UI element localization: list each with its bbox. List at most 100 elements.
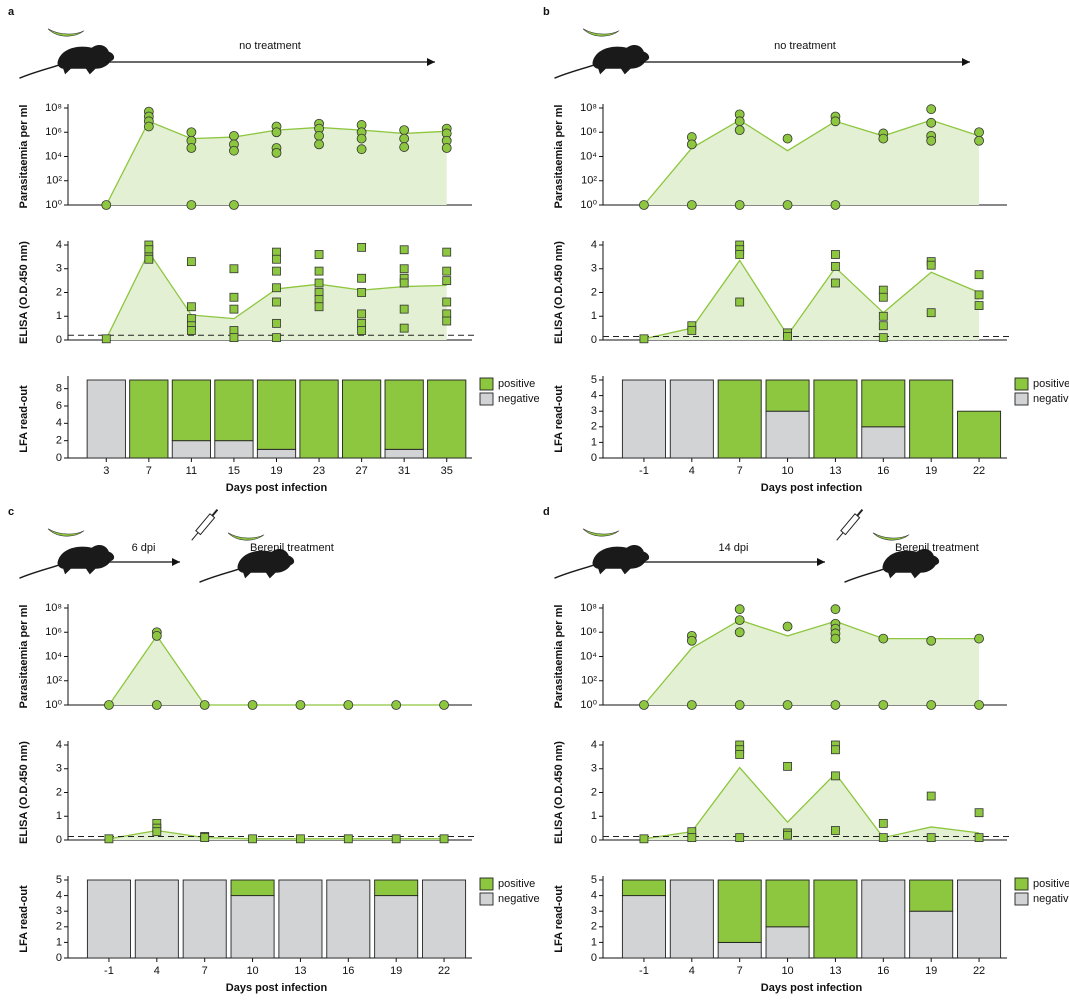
mean-area [643,767,980,840]
mouse-icon [844,532,940,583]
y-tick-label: 10² [581,675,597,687]
bar-segment [813,379,858,459]
y-tick-label: 0 [56,334,62,346]
y-tick-label: 10⁰ [45,699,62,711]
data-point [639,334,649,344]
y-axis-label: Parasitaemia per ml [553,105,565,209]
data-point [686,700,697,710]
y-axis-label: LFA read-out [18,385,30,453]
x-tick-label: 7 [202,965,208,977]
y-tick-label: 2 [56,435,62,447]
bar-segment [171,379,211,442]
y-tick-label: 10⁴ [580,650,597,662]
x-tick-label: 4 [154,965,160,977]
data-point [357,242,367,252]
y-tick-label: 1 [591,436,597,448]
data-point [357,309,367,319]
x-tick-label: 19 [925,965,937,977]
y-axis-label: Parasitaemia per ml [553,605,565,709]
syringe-plunger [856,508,864,517]
bar-segment [669,379,714,459]
y-tick-label: 4 [591,890,597,902]
y-tick-label: 4 [56,739,62,751]
legend-swatch [1014,377,1029,391]
x-axis-label: Days post infection [226,982,328,994]
legend-swatch [479,877,494,891]
x-tick-label: 7 [737,465,743,477]
y-tick-label: 5 [56,874,62,886]
data-point [783,761,792,771]
data-point [831,745,840,755]
data-point [272,333,281,343]
legend-swatch [479,892,494,906]
bar-segment [326,879,371,959]
data-point [735,250,745,259]
y-tick-label: 4 [56,417,62,429]
data-point [356,144,367,155]
y-tick-label: 10⁶ [45,126,62,138]
data-point [186,127,197,138]
y-tick-label: 10⁶ [45,626,62,638]
data-point [783,332,792,341]
data-point [399,304,409,314]
bar-segment [909,879,954,912]
x-tick-label: 7 [737,965,743,977]
x-tick-label: 11 [186,465,197,477]
x-tick-label: 4 [689,965,695,977]
x-axis-label: Days post infection [761,982,863,994]
bar-segment [384,448,424,459]
data-point [399,125,410,136]
y-tick-label: 1 [56,310,62,322]
bar-segment [374,879,419,897]
data-point [271,147,282,158]
data-point [782,133,793,144]
data-point [782,200,793,210]
x-tick-label: 27 [355,465,367,477]
data-point [399,142,410,152]
data-point [399,245,409,255]
data-point [878,818,888,828]
bar-segment [182,879,227,959]
bar-segment [384,379,424,450]
x-tick-label: 16 [877,465,889,477]
mouse-tail [554,64,595,79]
bar-segment [621,879,666,897]
data-point [831,826,840,835]
data-point [104,834,114,844]
data-point [314,302,324,312]
bar-segment [256,379,297,450]
mouse-body [592,44,650,75]
syringe-icon [191,508,219,541]
y-tick-label: 10⁰ [580,199,597,211]
data-point [186,326,196,335]
y-tick-label: 1 [56,810,62,822]
parasite-icon [582,528,620,537]
y-tick-label: 10⁰ [45,199,62,211]
data-point [295,700,306,710]
x-tick-label: -1 [639,465,649,477]
legend-label: negative [498,393,540,405]
x-tick-label: 22 [438,965,450,977]
timeline-text: 6 dpi [132,542,156,554]
x-tick-label: 19 [270,465,282,477]
mouse-icon [19,528,115,579]
y-tick-label: 10⁸ [580,102,597,114]
syringe-barrel [195,513,216,536]
parasite-icon [582,28,620,37]
data-point [735,833,745,843]
y-axis-label: ELISA (O.D.450 nm) [553,241,565,344]
data-point [272,266,281,276]
y-tick-label: 0 [56,452,62,464]
data-point [734,615,745,626]
data-point [391,834,401,844]
bar-segment [230,895,275,959]
data-point [442,316,452,326]
y-tick-label: 10² [581,175,597,187]
data-point [442,276,452,286]
data-point [229,264,239,274]
data-point [878,833,888,843]
bar-segment [214,440,254,459]
data-point [830,633,841,644]
data-point [101,334,111,344]
data-point [686,139,697,150]
